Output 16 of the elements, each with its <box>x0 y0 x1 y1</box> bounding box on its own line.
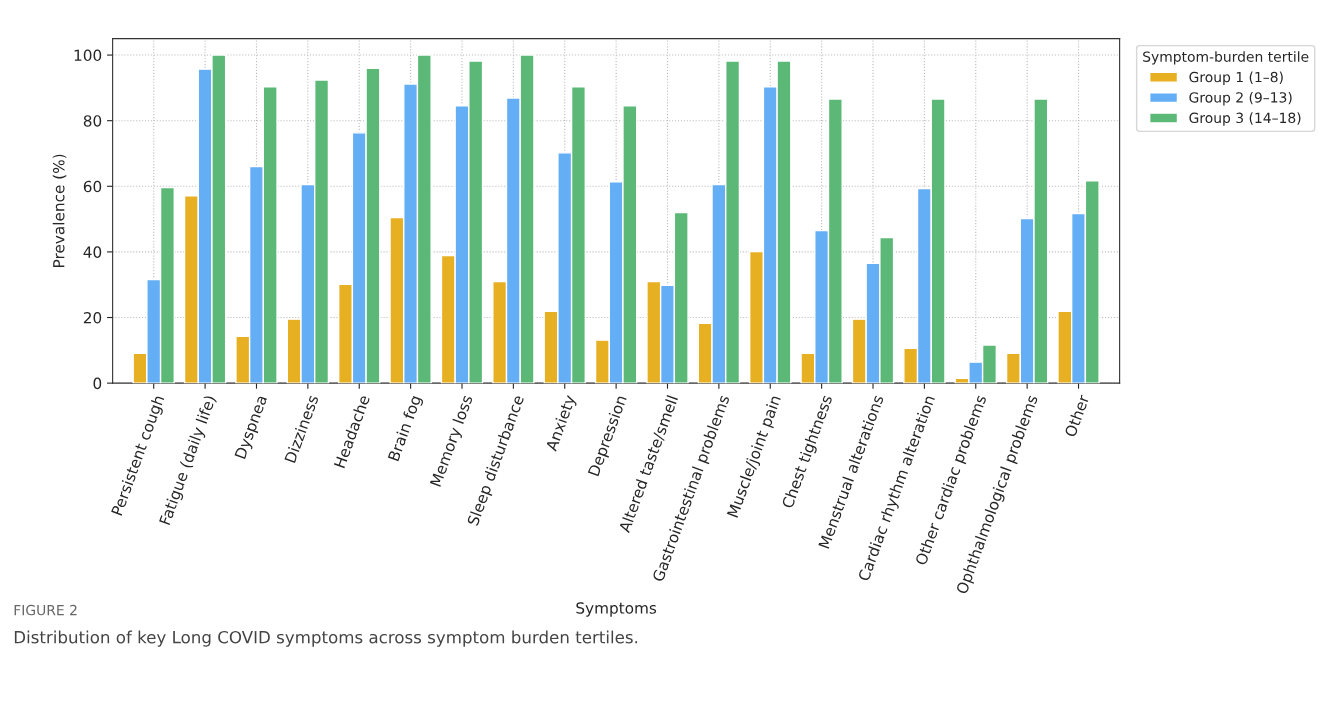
caption: FIGURE 2 <box>14 604 77 616</box>
x-tick-label: Brain fog <box>387 394 425 463</box>
y-tick-label: 100 <box>74 49 102 62</box>
y-tick-label: 20 <box>83 311 102 324</box>
y-tick-label: 40 <box>83 246 102 258</box>
legend-label: Group 3 (14–18) <box>1189 112 1301 126</box>
text: Distribution of key Long COVID symptoms across symptom burden tertiles. <box>14 630 638 647</box>
y-axis-title: Prevalence (%) <box>52 154 67 267</box>
legend-title: Symptom-burden tertile <box>1143 51 1309 65</box>
x-axis-title: Symptoms <box>576 602 657 617</box>
y-tick-label: 0 <box>93 377 102 390</box>
y-tick-label: 80 <box>83 115 102 127</box>
legend-label: Group 1 (1–8) <box>1189 71 1283 85</box>
x-tick-label: Other <box>1063 393 1090 438</box>
legend-label: Group 2 (9–13) <box>1189 91 1292 106</box>
y-tick-label: 60 <box>83 180 102 193</box>
